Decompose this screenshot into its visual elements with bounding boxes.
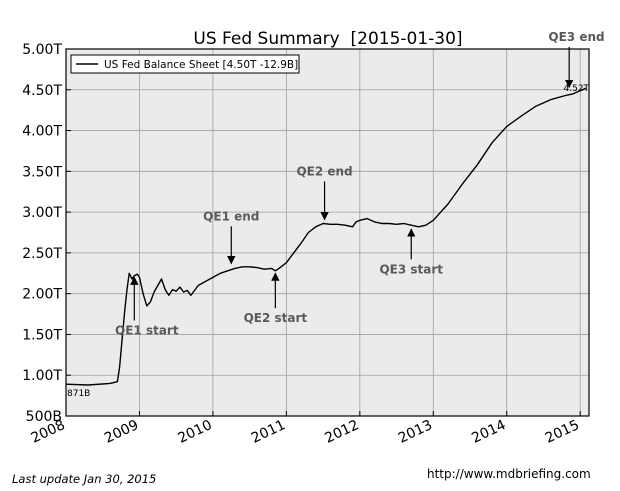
- x-tick-label: 2014: [469, 417, 508, 447]
- plot-area: [66, 49, 589, 416]
- source-link[interactable]: http://www.mdbriefing.com: [427, 467, 591, 481]
- x-tick-label: 2011: [249, 417, 288, 447]
- y-tick-label: 1.00T: [22, 368, 62, 384]
- legend-box: [70, 54, 300, 74]
- axes: 2008 2009 2010 2011 2012 2013 2014 2015500B1.00…: [22, 42, 582, 447]
- x-tick-label: 2013: [396, 417, 435, 447]
- point-label: 4.52T: [564, 84, 590, 94]
- annotation-label: QE3 end: [548, 30, 604, 44]
- x-tick-label: 2010: [176, 417, 215, 447]
- series-layer: [65, 87, 587, 386]
- legend: US Fed Balance Sheet [4.50T -12.9B]: [70, 54, 300, 74]
- plot-frame: [65, 48, 590, 417]
- y-tick-label: 3.50T: [22, 164, 62, 180]
- legend-label: US Fed Balance Sheet [4.50T -12.9B]: [104, 59, 298, 71]
- point-label: 871B: [67, 389, 90, 399]
- annotation-label: QE1 start: [115, 323, 179, 337]
- y-tick-label: 4.50T: [22, 83, 62, 99]
- x-tick-label: 2009: [102, 417, 141, 447]
- chart-title: US Fed Summary [2015-01-30]: [193, 29, 462, 49]
- y-tick-label: 2.50T: [22, 246, 62, 262]
- annotation-label: QE2 start: [244, 311, 308, 325]
- annotation-label: QE3 start: [379, 262, 443, 276]
- x-tick-label: 2015: [543, 417, 582, 447]
- y-tick-label: 2.00T: [22, 287, 62, 303]
- annotations: QE1 start QE1 end QE2 start QE2 end QE3 star…: [67, 30, 605, 399]
- y-tick-label: 3.00T: [22, 205, 62, 221]
- y-tick-label: 4.00T: [22, 124, 62, 140]
- annotation-label: QE2 end: [296, 164, 352, 178]
- y-tick-label: 500B: [26, 409, 62, 425]
- annotation-label: QE1 end: [203, 209, 259, 223]
- series-line: [65, 87, 587, 386]
- x-tick-label: 2012: [322, 417, 361, 447]
- last-update-text: Last update Jan 30, 2015: [12, 472, 157, 486]
- y-tick-label: 1.50T: [22, 327, 62, 343]
- y-tick-label: 5.00T: [22, 42, 62, 58]
